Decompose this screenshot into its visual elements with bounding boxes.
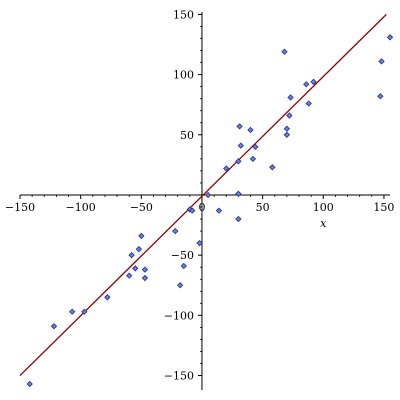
axes: −150 −100 −50 0 50 100 150 −150 −100 −50 50 100 150 x bbox=[5, 8, 394, 390]
data-point bbox=[68, 308, 76, 315]
data-point bbox=[26, 380, 33, 388]
data-point bbox=[180, 262, 187, 270]
x-tick-label: −100 bbox=[66, 201, 96, 214]
y-tick-label: −50 bbox=[171, 249, 194, 262]
data-point bbox=[235, 158, 242, 165]
data-point bbox=[281, 48, 288, 55]
data-point bbox=[283, 131, 291, 138]
data-point bbox=[141, 274, 149, 282]
data-point bbox=[126, 272, 133, 279]
y-tick-label: 50 bbox=[180, 129, 194, 142]
data-point bbox=[269, 164, 276, 171]
y-tick-label: −100 bbox=[164, 309, 194, 322]
data-point bbox=[204, 191, 212, 199]
data-point bbox=[141, 266, 149, 273]
x-tick-label: 150 bbox=[373, 201, 394, 214]
data-point bbox=[236, 123, 243, 130]
y-tick-label: 150 bbox=[173, 8, 194, 21]
data-point bbox=[215, 207, 223, 214]
data-point bbox=[235, 190, 242, 197]
data-point bbox=[172, 227, 179, 235]
data-point bbox=[303, 81, 310, 88]
data-point bbox=[283, 125, 291, 132]
data-point bbox=[237, 142, 244, 149]
data-point bbox=[50, 323, 58, 330]
data-point bbox=[249, 155, 257, 163]
x-tick-label: −150 bbox=[5, 201, 35, 214]
data-point bbox=[252, 143, 259, 150]
data-point bbox=[386, 34, 394, 41]
data-point bbox=[138, 232, 145, 240]
y-tick-label: −150 bbox=[164, 370, 194, 383]
fit-line bbox=[19, 13, 387, 377]
regression-line bbox=[19, 13, 387, 377]
x-tick-label: 0 bbox=[198, 201, 205, 214]
x-tick-label: 50 bbox=[256, 201, 270, 214]
data-point bbox=[377, 93, 384, 100]
x-tick-label: −50 bbox=[130, 201, 153, 214]
y-tick-label: 100 bbox=[173, 69, 194, 82]
data-point bbox=[135, 245, 143, 253]
data-point bbox=[189, 207, 196, 214]
data-point bbox=[176, 282, 184, 289]
data-point bbox=[196, 239, 203, 247]
data-point bbox=[286, 112, 293, 119]
data-point bbox=[305, 100, 312, 107]
x-axis-label: x bbox=[320, 217, 327, 230]
data-point bbox=[235, 215, 242, 223]
data-point bbox=[128, 252, 135, 259]
data-point bbox=[132, 265, 139, 272]
data-point bbox=[81, 308, 88, 315]
data-points bbox=[26, 34, 394, 388]
data-point bbox=[247, 126, 254, 134]
data-point bbox=[378, 58, 385, 65]
data-point bbox=[287, 94, 294, 101]
data-point bbox=[104, 294, 111, 301]
data-point bbox=[223, 165, 230, 172]
data-point bbox=[310, 78, 317, 85]
x-tick-label: 100 bbox=[313, 201, 334, 214]
